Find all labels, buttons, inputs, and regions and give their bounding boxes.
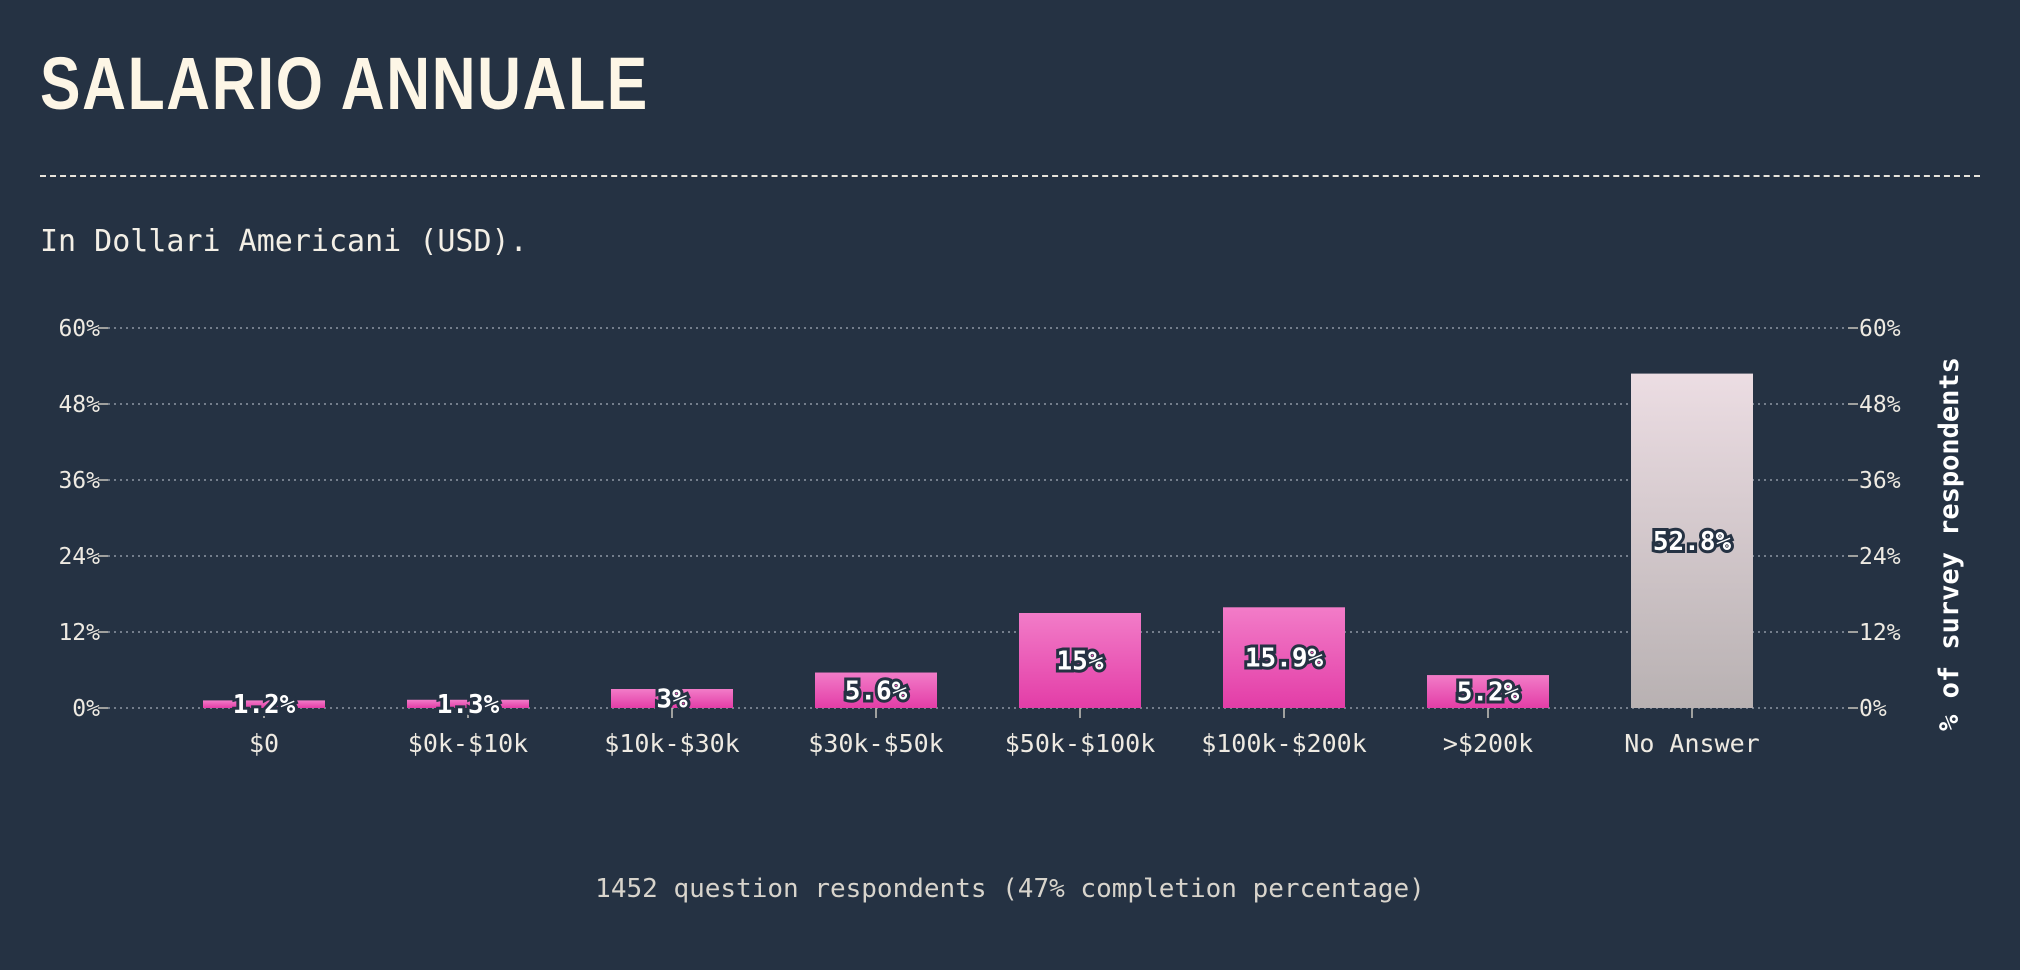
y-tick-label-right: 48% [1859,392,1901,418]
data-label: 52.8% [1653,527,1732,557]
grid-lines [98,327,1858,718]
y-tick-label-left: 0% [72,696,100,722]
x-tick-label: >$200k [1443,729,1533,758]
y-tick-label-right: 12% [1859,620,1901,646]
bar [1631,373,1753,708]
x-tick-label: $50k-$100k [1005,729,1156,758]
data-label: 15.9% [1245,644,1324,674]
y-tick-label-right: 0% [1859,696,1887,722]
x-tick-label: No Answer [1624,729,1759,758]
bar [611,689,733,708]
data-label: 1.3% [437,690,500,720]
y-tick-label-right: 60% [1859,316,1901,342]
data-label: 15% [1057,647,1104,677]
data-label: 1.2% [233,690,296,720]
y-tick-label-left: 36% [58,468,100,494]
chart-title: SALARIO ANNUALE [40,42,649,125]
bar [815,672,937,708]
data-label: 5.6% [845,676,908,706]
bars [203,373,1753,708]
x-tick-label: $0k-$10k [408,729,528,758]
x-tick-label: $0 [249,729,279,758]
x-tick-label: $30k-$50k [808,729,943,758]
title-divider [40,175,1980,177]
x-tick-label: $100k-$200k [1201,729,1367,758]
labels: 0% 0% 12% 12% 24% 24% 36% 36% 48% 48% 60% 60% $0 1.2%… [58,316,1900,758]
y-tick-label-left: 48% [58,392,100,418]
bar-chart: 0% 0% 12% 12% 24% 24% 36% 36% 48% 48% 60% 60% $0 1.2%… [58,316,1965,758]
bar [1223,607,1345,708]
y-tick-label-left: 24% [58,544,100,570]
y-tick-label-right: 24% [1859,544,1901,570]
bar [1019,613,1141,708]
bar [407,699,529,708]
respondents-note: 1452 question respondents (47% completio… [595,874,1425,904]
chart-subtitle: In Dollari Americani (USD). [40,224,528,259]
data-label: 5.2% [1457,678,1520,708]
y-axis-label: % of survey respondents [1934,357,1965,731]
y-tick-label-left: 60% [58,316,100,342]
bar [1427,675,1549,708]
data-label: 3% [656,685,688,715]
y-tick-label-right: 36% [1859,468,1901,494]
x-tick-label: $10k-$30k [604,729,739,758]
y-tick-label-left: 12% [58,620,100,646]
bar [203,700,325,708]
